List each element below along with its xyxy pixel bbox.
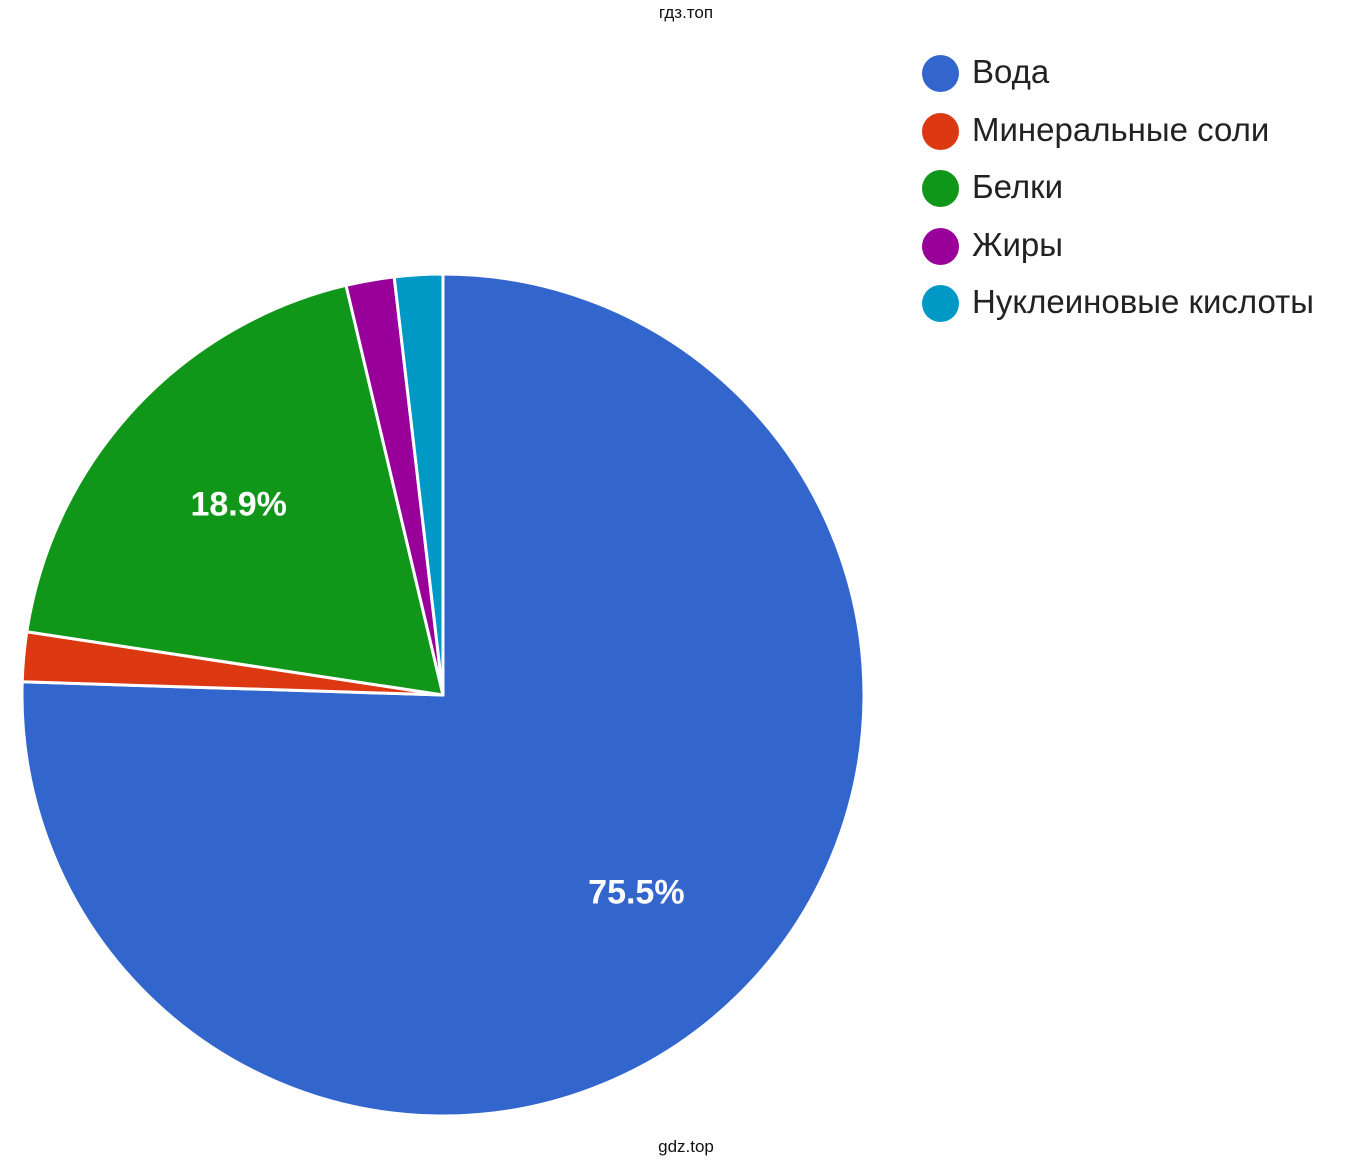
legend-swatch-1 bbox=[922, 55, 959, 92]
legend-label-5: Нуклеиновые кислоты bbox=[972, 283, 1314, 320]
legend-swatch-4 bbox=[922, 227, 959, 265]
pie-slice-labels: 75.5% 18.9% bbox=[190, 486, 684, 912]
legend-swatch-2 bbox=[922, 112, 959, 150]
legend-label-4: Жиры bbox=[972, 225, 1063, 263]
pie-slice-3 bbox=[25, 283, 445, 697]
legend-swatch-3 bbox=[922, 170, 959, 207]
legend-label-2: Минеральные соли bbox=[972, 110, 1270, 148]
legend-swatch-5 bbox=[922, 285, 959, 322]
legend-label-3: Белки bbox=[972, 168, 1064, 205]
legend-label-1: Вода bbox=[972, 53, 1050, 90]
slice-data-label-1: 75.5% bbox=[588, 874, 684, 912]
pie-slices bbox=[20, 272, 866, 1118]
watermark-top: гдз.топ bbox=[658, 3, 714, 22]
pie-slice-5 bbox=[392, 272, 445, 697]
watermark-bottom: gdz.top bbox=[658, 1137, 714, 1156]
pie-slice-1 bbox=[20, 272, 866, 1118]
slice-data-label-3: 18.9% bbox=[190, 486, 286, 524]
